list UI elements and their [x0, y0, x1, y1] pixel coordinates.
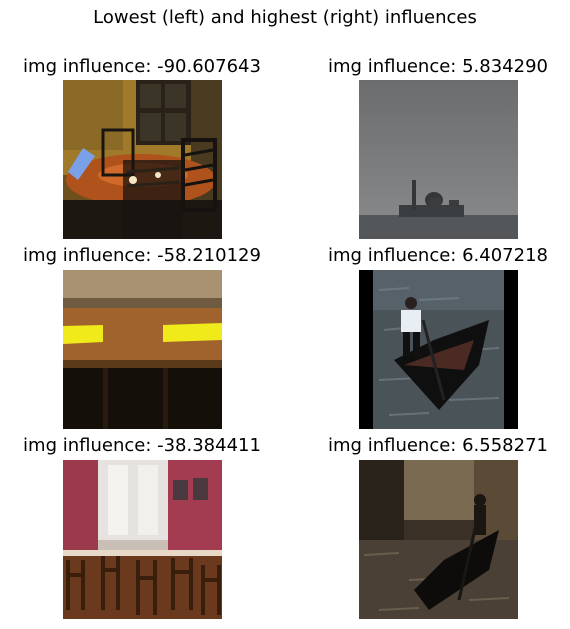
right-image-1-label: img influence: 5.834290 — [328, 56, 548, 77]
left-image-1-dining-room — [63, 80, 222, 239]
left-image-3-restaurant — [63, 460, 222, 619]
left-image-2-label: img influence: -58.210129 — [23, 245, 261, 266]
right-image-1-lagoon-skyline — [359, 80, 518, 239]
left-image-1-label: img influence: -90.607643 — [23, 56, 261, 77]
left-image-3-label: img influence: -38.384411 — [23, 435, 261, 456]
left-image-2-table-notes — [63, 270, 222, 429]
figure-title: Lowest (left) and highest (right) influe… — [93, 7, 477, 28]
right-image-3-canal-gondola — [359, 460, 518, 619]
right-image-3-label: img influence: 6.558271 — [328, 435, 548, 456]
right-image-2-label: img influence: 6.407218 — [328, 245, 548, 266]
right-image-2-gondolier — [359, 270, 518, 429]
